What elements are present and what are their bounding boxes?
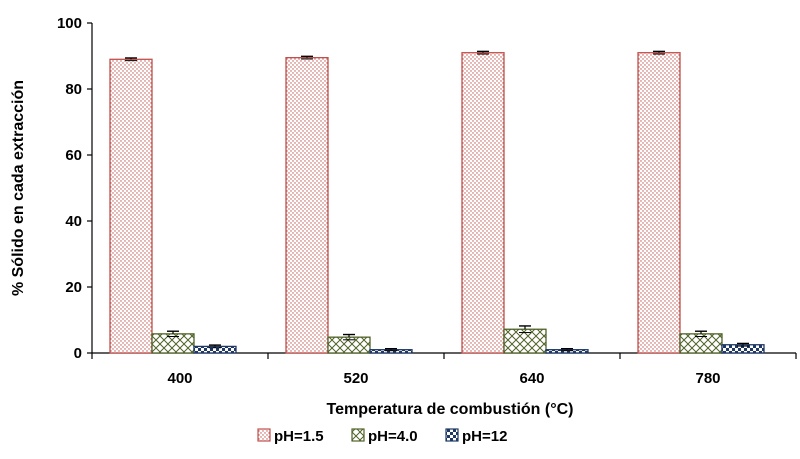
y-axis-title: % Sólido en cada extracción [10,80,27,296]
bar-ph-1-5-400 [109,58,153,354]
legend-swatch-ph-12 [445,428,459,442]
y-tick-label: 0 [74,345,82,362]
x-tick-label: 520 [343,370,368,387]
bar-ph-1-5-520 [285,57,329,354]
legend-swatch-ph-4-0 [351,428,365,442]
y-tick-label: 80 [65,81,82,98]
bar-ph-1-5-640 [461,52,505,354]
x-tick-label: 400 [167,370,192,387]
x-tick-label: 640 [519,370,544,387]
y-tick-label: 100 [57,15,82,32]
x-tick-label: 780 [695,370,720,387]
y-tick-label: 40 [65,213,82,230]
legend-label: pH=4.0 [368,428,418,445]
y-tick-label: 20 [65,279,82,296]
legend-swatch-ph-1-5 [257,428,271,442]
legend-label: pH=12 [462,428,507,445]
legend-label: pH=1.5 [274,428,324,445]
bar-ph-1-5-780 [637,52,681,354]
x-axis-title: Temperatura de combustión (°C) [326,401,573,418]
y-tick-label: 60 [65,147,82,164]
